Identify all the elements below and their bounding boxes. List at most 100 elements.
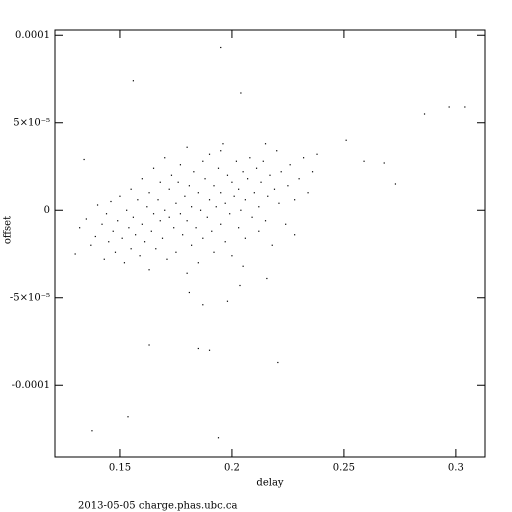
point	[79, 227, 81, 229]
point	[222, 143, 224, 145]
y-tick-label: -5×10⁻⁵	[10, 292, 50, 303]
point	[226, 174, 229, 176]
point	[90, 244, 92, 246]
point	[298, 178, 300, 180]
point	[311, 171, 314, 173]
point	[231, 181, 233, 183]
point	[130, 188, 132, 190]
x-tick-label: 0.3	[448, 463, 464, 474]
point	[188, 185, 190, 187]
point	[157, 199, 159, 201]
point	[105, 213, 108, 215]
point	[74, 253, 76, 255]
point	[202, 304, 204, 306]
point	[141, 223, 143, 225]
point	[182, 234, 184, 236]
point	[307, 192, 309, 194]
point	[130, 248, 132, 250]
point	[175, 202, 177, 204]
point	[179, 164, 182, 166]
point	[251, 216, 253, 218]
point	[186, 220, 188, 222]
x-tick-label: 0.2	[224, 463, 240, 474]
point	[132, 80, 134, 82]
point	[110, 200, 112, 203]
point	[137, 199, 139, 201]
point	[173, 227, 175, 229]
point	[239, 284, 241, 287]
point	[238, 227, 240, 229]
point	[215, 206, 217, 208]
point	[143, 241, 146, 243]
point	[199, 209, 202, 211]
point	[108, 241, 110, 243]
footer: 2013-05-05 charge.phas.ubc.ca	[78, 501, 237, 512]
point	[186, 146, 188, 148]
point	[148, 269, 150, 271]
y-tick-label: 5×10⁻⁵	[13, 117, 50, 128]
point	[202, 160, 204, 162]
point	[244, 199, 246, 201]
point	[152, 213, 155, 215]
point	[208, 349, 211, 351]
point	[260, 181, 262, 183]
point	[83, 158, 85, 161]
point	[101, 223, 103, 225]
point	[128, 227, 130, 229]
y-axis-label: offset	[3, 216, 14, 244]
point	[191, 206, 193, 208]
point	[464, 106, 466, 108]
point	[208, 199, 211, 201]
point	[197, 347, 199, 350]
point	[255, 167, 258, 169]
point	[161, 237, 164, 239]
point	[179, 213, 182, 215]
point	[276, 150, 278, 152]
point	[220, 46, 222, 49]
point	[193, 171, 195, 173]
point	[148, 192, 150, 194]
point	[188, 291, 190, 294]
point	[177, 181, 179, 183]
plot-frame	[54, 29, 486, 458]
point	[213, 251, 215, 253]
point	[119, 195, 121, 197]
point	[242, 265, 244, 267]
point	[148, 344, 150, 346]
point	[287, 185, 289, 187]
point	[91, 430, 93, 432]
point	[363, 160, 365, 162]
x-tick-label: 0.15	[109, 463, 131, 474]
point	[175, 251, 177, 253]
point	[264, 143, 267, 145]
point	[184, 195, 186, 197]
point	[220, 223, 222, 225]
point	[166, 258, 168, 260]
point	[423, 113, 426, 115]
point	[273, 188, 276, 190]
point	[217, 437, 220, 439]
point	[211, 230, 213, 232]
point	[253, 192, 255, 194]
point	[117, 220, 119, 222]
point	[267, 195, 269, 197]
point	[139, 255, 141, 257]
point	[114, 251, 117, 253]
point	[96, 204, 99, 206]
point	[168, 188, 170, 190]
x-tick-label: 0.25	[333, 463, 355, 474]
point	[233, 195, 235, 197]
point	[186, 272, 188, 274]
point	[155, 248, 157, 250]
point	[159, 181, 161, 183]
point	[197, 262, 199, 264]
point	[220, 150, 222, 152]
point	[280, 171, 282, 173]
y-tick-label: 0	[44, 205, 50, 216]
point	[242, 171, 244, 173]
point	[164, 209, 166, 211]
point	[197, 192, 199, 194]
point	[302, 157, 305, 159]
point	[277, 361, 279, 364]
point	[170, 174, 173, 176]
